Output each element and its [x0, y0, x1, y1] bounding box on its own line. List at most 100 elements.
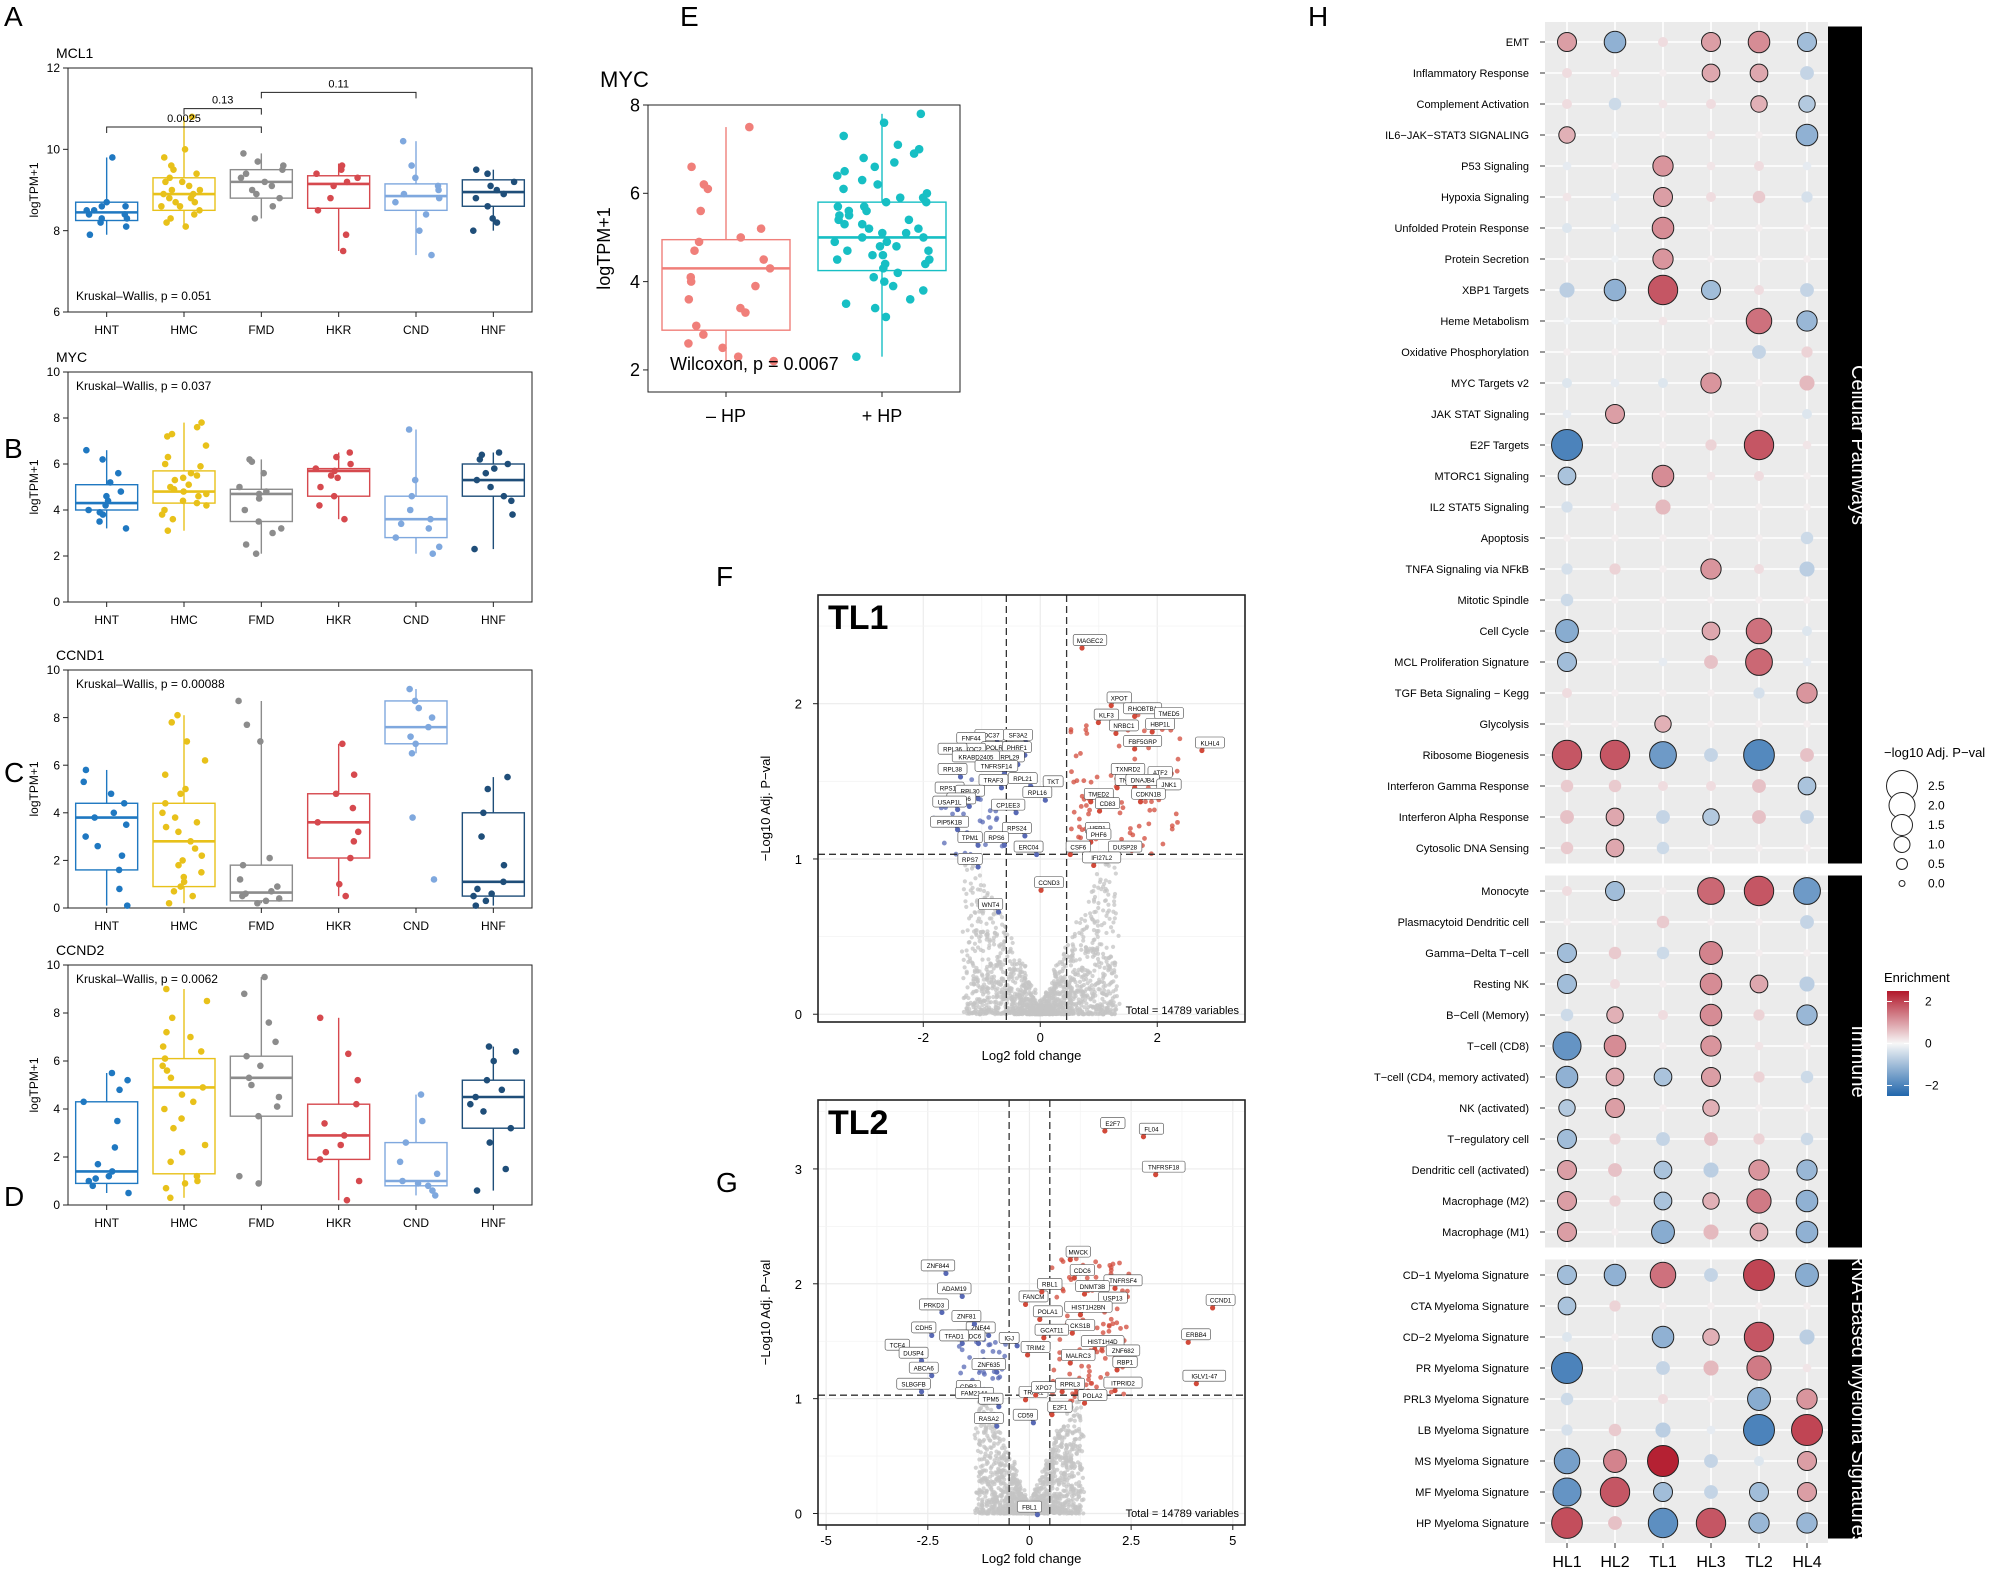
- enrichment-bubble: [1747, 30, 1771, 54]
- gene-point: [1090, 973, 1095, 979]
- data-point: [485, 1043, 493, 1050]
- gene-point: [1048, 1011, 1053, 1016]
- data-point: [507, 1124, 515, 1132]
- data-point: [198, 852, 206, 859]
- gene-point: [1097, 987, 1103, 992]
- enrichment-bubble: [1611, 720, 1619, 728]
- gene-point: [1020, 961, 1025, 966]
- data-point: [89, 1182, 97, 1190]
- data-point: [684, 294, 694, 304]
- data-point: [844, 206, 854, 216]
- gene-point: [1002, 1485, 1007, 1490]
- data-point: [852, 352, 861, 361]
- labelled-gene-point: [918, 1389, 925, 1395]
- gene-point-up: [1128, 826, 1133, 831]
- gene-point: [971, 1002, 976, 1007]
- enrichment-bubble: [1562, 886, 1572, 896]
- box-cnd: [384, 495, 448, 539]
- gene-point: [998, 1474, 1003, 1479]
- data-point: [504, 773, 511, 781]
- enrichment-bubble: [1608, 1516, 1622, 1530]
- enrichment-bubble: [1754, 471, 1764, 481]
- x-axis-label: Log2 fold change: [982, 1551, 1082, 1566]
- gene-point: [1087, 1011, 1093, 1016]
- gene-point: [1004, 1000, 1010, 1005]
- data-point: [474, 885, 481, 893]
- panel-letter-f: F: [716, 561, 733, 592]
- gene-point: [964, 867, 970, 872]
- gene-point: [1051, 987, 1056, 992]
- enrichment-bubble: [1656, 946, 1670, 960]
- gene-point: [1055, 983, 1060, 988]
- gene-point: [1085, 981, 1090, 986]
- y-axis-label: logTPM+1: [27, 761, 41, 816]
- gene-label: ZNF682: [1112, 1348, 1135, 1355]
- data-point: [482, 469, 490, 477]
- enrichment-bubble: [1653, 1191, 1673, 1211]
- labelled-gene-point: [1067, 1257, 1073, 1263]
- data-point: [350, 771, 358, 779]
- data-point: [99, 456, 106, 463]
- data-point: [118, 852, 126, 859]
- enrichment-bubble: [1551, 739, 1583, 771]
- enrichment-bubble: [1608, 1423, 1622, 1437]
- gene-point: [986, 990, 991, 996]
- enrichment-bubble: [1603, 1449, 1627, 1473]
- chart-title: MCL1: [56, 45, 94, 61]
- x-tick-label: HL1: [1552, 1554, 1581, 1571]
- gene-label: HIST1H2BN: [1071, 1305, 1105, 1312]
- gene-point: [985, 1406, 990, 1411]
- gene-point: [1012, 991, 1018, 996]
- gene-point: [1100, 996, 1105, 1001]
- row-label: Plasmacytoid Dendritic cell: [1398, 917, 1529, 929]
- enrichment-bubble: [1649, 741, 1677, 769]
- enrichment-bubble: [1705, 439, 1717, 451]
- enrichment-bubble: [1755, 596, 1763, 604]
- enrichment-bubble: [1706, 99, 1716, 109]
- row-label: MF Myeloma Signature: [1415, 1487, 1529, 1499]
- gene-point: [1109, 999, 1114, 1004]
- y-tick-label: 6: [53, 305, 60, 319]
- data-point: [180, 488, 187, 495]
- data-point: [901, 228, 911, 238]
- data-point: [201, 757, 209, 764]
- labelled-gene-point: [1081, 1400, 1088, 1406]
- labelled-gene-point: [1114, 785, 1120, 791]
- gene-point: [1076, 997, 1081, 1002]
- gene-point: [1065, 943, 1071, 948]
- gene-point: [1000, 969, 1006, 975]
- gene-point: [978, 933, 983, 939]
- data-point: [493, 186, 501, 194]
- enrichment-bubble: [1796, 1159, 1818, 1181]
- gene-point: [974, 1506, 979, 1511]
- enrichment-bubble: [1656, 841, 1670, 855]
- enrichment-bubble: [1658, 378, 1668, 388]
- enrichment-bubble: [1755, 918, 1763, 926]
- enrichment-bubble: [1599, 739, 1631, 771]
- gene-point: [1107, 964, 1113, 969]
- row-label: TNFA Signaling via NFkB: [1406, 564, 1530, 576]
- data-point: [114, 469, 122, 477]
- box-hnf: [461, 812, 526, 897]
- gene-point-up: [1146, 821, 1152, 827]
- enrichment-bubble: [1611, 1228, 1619, 1236]
- gene-point-down: [987, 1342, 993, 1347]
- enrichment-bubble: [1800, 283, 1814, 297]
- gene-point: [985, 890, 990, 896]
- x-tick-label: HL2: [1600, 1554, 1629, 1571]
- gene-label: POLR2E: [986, 745, 1010, 752]
- x-tick-label: HNF: [481, 613, 506, 627]
- gene-point: [1067, 975, 1073, 980]
- data-point: [82, 766, 90, 774]
- data-point: [110, 809, 118, 817]
- data-point: [759, 255, 768, 264]
- data-point: [174, 711, 181, 719]
- data-point: [402, 1139, 410, 1146]
- data-point: [880, 259, 890, 269]
- gene-label: PHF6: [1091, 832, 1107, 839]
- gene-point: [980, 992, 986, 997]
- gene-label: TPM5: [983, 1396, 1000, 1403]
- enrichment-bubble: [1563, 317, 1571, 325]
- enrichment-bubble: [1699, 1003, 1723, 1027]
